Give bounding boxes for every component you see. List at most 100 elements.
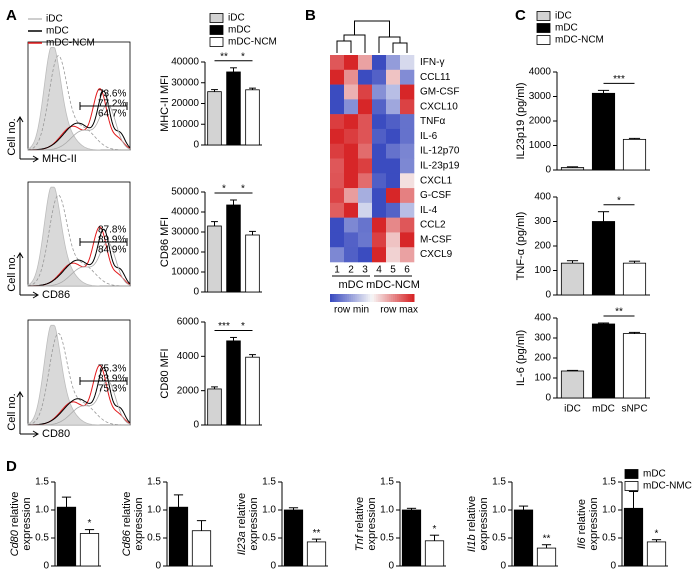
row-label: IFN-γ <box>420 57 444 68</box>
heatmap-cell <box>330 232 345 248</box>
heatmap-cell <box>344 84 359 100</box>
y-tick-label: 200 <box>534 353 551 364</box>
y-tick-label: 0 <box>545 393 551 404</box>
heatmap-cell <box>344 128 359 145</box>
y-axis-gene: Cd80 <box>9 529 21 556</box>
heatmap-cell <box>372 69 387 85</box>
heatmap-cell <box>344 188 359 204</box>
scale-bar <box>355 294 358 302</box>
y-axis-gene: Il23a <box>236 531 248 555</box>
y-tick-label: 2000 <box>529 116 552 127</box>
y-axis-gene: Cd86 <box>121 529 133 556</box>
bar <box>207 91 222 146</box>
y-tick-label: 0 <box>43 561 49 572</box>
scale-bar <box>348 294 352 302</box>
legend-label: mDC <box>643 469 666 480</box>
histogram-curve <box>27 55 130 151</box>
heatmap-cell <box>372 114 387 130</box>
bar <box>191 530 212 567</box>
y-axis-label: expression <box>366 497 378 550</box>
y-axis-label: expression <box>133 497 145 550</box>
heatmap-cell <box>400 84 415 100</box>
bar <box>560 370 585 399</box>
axis-arrow <box>16 252 24 295</box>
heatmap-cell <box>386 143 401 159</box>
row-label: GM-CSF <box>420 87 459 98</box>
histogram-curve <box>27 367 131 426</box>
significance-label: ** <box>543 533 551 544</box>
bar <box>226 340 241 426</box>
heatmap-cell <box>386 84 401 100</box>
y-axis-label-part: relative <box>354 497 366 532</box>
y-tick-label: 1.0 <box>492 505 506 516</box>
bar <box>560 167 585 171</box>
axis-arrow <box>16 116 24 159</box>
y-tick-label: 1000 <box>529 140 552 151</box>
y-tick-label: 0 <box>388 561 394 572</box>
legend-label: mDC-NMC <box>643 481 692 492</box>
y-tick-label: 0 <box>610 561 616 572</box>
y-tick-label: 1.0 <box>147 505 161 516</box>
row-label: TNFα <box>420 116 445 127</box>
y-tick-label: 0 <box>193 287 199 298</box>
significance-label: * <box>617 195 621 206</box>
heatmap-cell <box>344 143 359 159</box>
significance-label: * <box>222 184 226 195</box>
y-tick-label: 0 <box>545 290 551 301</box>
legend-swatch <box>536 35 551 45</box>
y-tick-label: 0 <box>500 561 506 572</box>
y-tick-label: 0.5 <box>35 533 49 544</box>
heatmap-cell <box>400 143 415 159</box>
y-axis-label-part: relative <box>466 496 478 531</box>
scale-bar <box>367 294 371 302</box>
heatmap-cell <box>358 143 373 159</box>
y-axis-label: TNF-α (pg/ml) <box>515 212 527 281</box>
scale-bar <box>403 294 407 302</box>
axis-arrow <box>20 155 39 163</box>
gate-percent: 73.6% <box>98 89 126 100</box>
scale-bar <box>340 294 344 302</box>
heatmap-cell <box>358 158 373 174</box>
scale-bar <box>330 294 333 302</box>
significance-label: * <box>241 321 245 332</box>
histogram-curve <box>28 104 131 151</box>
y-tick-label: 0.5 <box>262 533 276 544</box>
y-axis-label: Cd86 relative <box>121 492 133 557</box>
legend-swatch <box>624 481 639 491</box>
heatmap-cell <box>400 128 415 145</box>
y-tick-label: 10000 <box>171 119 199 130</box>
y-axis-label: Il23a relative <box>236 493 248 555</box>
heatmap-cell <box>358 247 373 263</box>
column-label: 5 <box>390 265 396 276</box>
significance-label: ** <box>220 51 228 62</box>
row-label: M-CSF <box>420 234 452 245</box>
heatmap-cell <box>358 55 373 71</box>
legend-label: iDC <box>555 11 572 22</box>
row-label: CCL11 <box>420 72 451 83</box>
heatmap-cell <box>344 217 359 233</box>
histogram-area <box>27 47 130 151</box>
y-tick-label: 0 <box>155 561 161 572</box>
bar <box>591 221 616 296</box>
y-tick-label: 10000 <box>171 267 199 278</box>
y-tick-label: 300 <box>534 216 551 227</box>
bar <box>207 225 222 293</box>
column-label: 1 <box>334 265 340 276</box>
scale-bar <box>344 294 348 302</box>
significance-label: *** <box>218 321 230 332</box>
y-tick-label: 50000 <box>171 187 199 198</box>
bar <box>513 509 534 567</box>
heatmap-cell <box>400 114 415 130</box>
significance-label: ** <box>615 307 623 318</box>
histogram-area <box>27 324 130 426</box>
heatmap-cell <box>330 202 345 218</box>
y-tick-label: 0.5 <box>492 533 506 544</box>
heatmap-cell <box>330 128 345 145</box>
y-tick-label: 3000 <box>529 91 552 102</box>
scale-bar <box>363 294 367 302</box>
heatmap-cell <box>386 69 401 85</box>
y-axis-label-part: relative <box>576 499 588 534</box>
y-tick-label: 0 <box>193 420 199 431</box>
significance-label: ** <box>313 528 321 539</box>
y-tick-label: 20000 <box>171 98 199 109</box>
